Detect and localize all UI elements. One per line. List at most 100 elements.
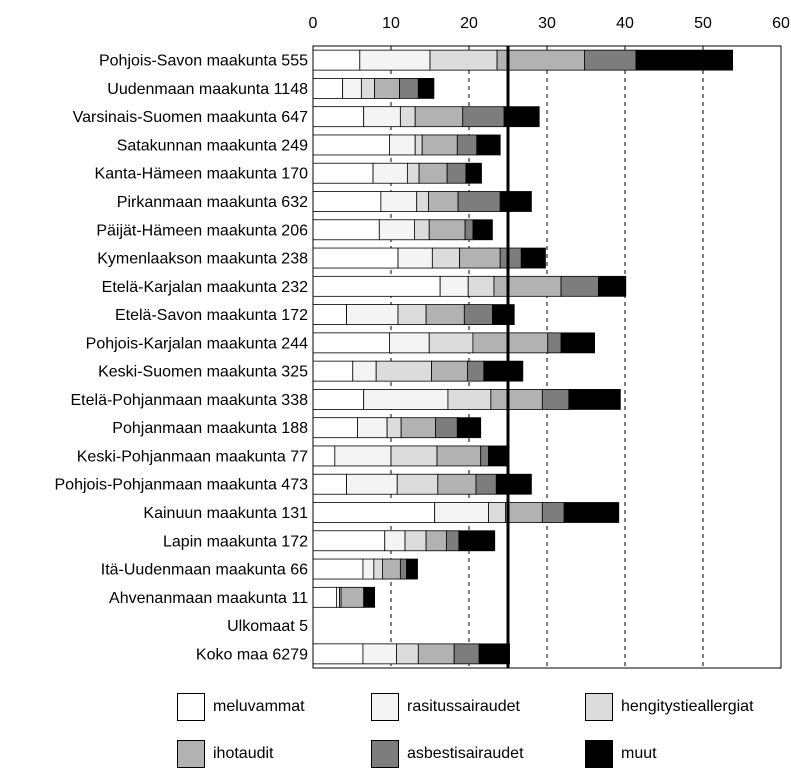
- bar-segment-ihotaudit: [428, 219, 466, 241]
- bar-segment-meluvammat: [312, 558, 364, 580]
- bar-segment-muut: [488, 445, 509, 467]
- x-tick-label: 40: [616, 15, 634, 32]
- bar-segment-ihotaudit: [374, 78, 400, 99]
- bar-segment-muut: [560, 332, 595, 354]
- category-label: Ulkomaat 5: [227, 618, 308, 635]
- bar-segment-hengitystieallergiat: [406, 162, 420, 184]
- bar-segment-meluvammat: [312, 78, 344, 99]
- bar-segment-meluvammat: [312, 445, 336, 467]
- bar-segment-asbestisairaudet: [499, 247, 522, 269]
- bar-segment-ihotaudit: [472, 332, 549, 354]
- bar-segment-muut: [476, 134, 501, 156]
- x-tick-label: 0: [309, 15, 318, 32]
- bar-segment-asbestisairaudet: [480, 445, 489, 467]
- bar-segment-hengitystieallergiat: [488, 502, 507, 523]
- bar-segment-asbestisairaudet: [456, 134, 478, 156]
- bar-segment-muut: [363, 586, 376, 608]
- category-label: Koko maa 6279: [196, 646, 308, 663]
- category-label: Etelä-Pohjanmaan maakunta 338: [71, 392, 309, 409]
- y-axis-category-labels: Pohjois-Savon maakunta 555 Uudenmaan maak…: [55, 53, 309, 664]
- bar-segment-hengitystieallergiat: [467, 275, 495, 297]
- bar-segment-rasitussairaudet: [346, 473, 398, 495]
- category-label: Pirkanmaan maakunta 632: [117, 194, 308, 211]
- category-label: Kainuun maakunta 131: [143, 505, 308, 522]
- bars: [312, 49, 734, 665]
- bar-segment-rasitussairaudet: [380, 191, 418, 212]
- bar-segment-ihotaudit: [417, 643, 455, 665]
- bar-segment-ihotaudit: [382, 558, 401, 580]
- category-label: Keski-Suomen maakunta 325: [98, 364, 308, 381]
- bar-segment-asbestisairaudet: [464, 219, 474, 241]
- bar-segment-meluvammat: [312, 586, 337, 608]
- bar-segment-asbestisairaudet: [462, 106, 505, 128]
- bar-segment-muut: [472, 219, 493, 241]
- bar-segment-meluvammat: [312, 247, 399, 269]
- x-tick-label: 50: [694, 15, 712, 32]
- bar-segment-meluvammat: [312, 162, 374, 184]
- bar-segment-hengitystieallergiat: [396, 643, 419, 665]
- bar-segment-muut: [456, 417, 482, 439]
- bar-segment-asbestisairaudet: [435, 417, 458, 439]
- bar-segment-asbestisairaudet: [467, 360, 485, 382]
- bar-segment-ihotaudit: [414, 106, 464, 128]
- x-axis-tick-labels: 0 10 20 30 40 50 60: [309, 15, 790, 32]
- x-tick-label: 10: [382, 15, 400, 32]
- bar-segment-rasitussairaudet: [363, 389, 449, 410]
- bar-segment-rasitussairaudet: [389, 134, 416, 156]
- bar-segment-meluvammat: [312, 502, 436, 523]
- bar-segment-hengitystieallergiat: [428, 332, 474, 354]
- bar-segment-rasitussairaudet: [397, 247, 433, 269]
- bar-segment-meluvammat: [312, 219, 380, 241]
- bar-segment-ihotaudit: [421, 134, 458, 156]
- bar-segment-meluvammat: [312, 389, 365, 410]
- bar-segment-meluvammat: [312, 49, 361, 71]
- category-label: Kymenlaakson maakunta 238: [97, 251, 308, 268]
- bar-segment-ihotaudit: [459, 247, 501, 269]
- bar-segment-ihotaudit: [425, 530, 447, 552]
- bar-segment-hengitystieallergiat: [397, 304, 427, 325]
- bar-segment-hengitystieallergiat: [373, 558, 383, 580]
- bar-segment-rasitussairaudet: [439, 275, 469, 297]
- bar-segment-rasitussairaudet: [362, 558, 375, 580]
- bar-segment-muut: [458, 530, 496, 552]
- category-label: Satakunnan maakunta 249: [117, 137, 308, 154]
- category-label: Päijät-Hämeen maakunta 206: [96, 222, 308, 239]
- bar-segment-hengitystieallergiat: [404, 530, 427, 552]
- category-label: Pohjois-Savon maakunta 555: [99, 53, 308, 70]
- category-label: Lapin maakunta 172: [163, 533, 308, 550]
- bar-segment-ihotaudit: [425, 304, 465, 325]
- bar-segment-meluvammat: [312, 530, 386, 552]
- category-label: Uudenmaan maakunta 1148: [107, 81, 308, 98]
- category-label: Keski-Pohjanmaan maakunta 77: [77, 448, 308, 465]
- bar-segment-meluvammat: [312, 304, 347, 325]
- bar-segment-ihotaudit: [340, 586, 365, 608]
- bar-segment-hengitystieallergiat: [414, 134, 423, 156]
- bar-segment-ihotaudit: [418, 162, 448, 184]
- bar-segment-ihotaudit: [496, 49, 585, 71]
- bar-segment-asbestisairaudet: [541, 502, 565, 523]
- bar-segment-meluvammat: [312, 134, 390, 156]
- category-label: Varsinais-Suomen maakunta 647: [73, 109, 308, 126]
- bar-segment-muut: [465, 162, 482, 184]
- bar-segment-meluvammat: [312, 417, 358, 439]
- bar-segment-hengitystieallergiat: [416, 191, 429, 212]
- bar-segment-asbestisairaudet: [457, 191, 501, 212]
- bar-segment-rasitussairaudet: [362, 643, 397, 665]
- bar-segment-ihotaudit: [428, 191, 459, 212]
- category-label: Ahvenanmaan maakunta 11: [109, 590, 308, 607]
- bar-segment-asbestisairaudet: [399, 558, 407, 580]
- bar-segment-rasitussairaudet: [357, 417, 388, 439]
- bar-segment-muut: [520, 247, 546, 269]
- category-label: Pohjanmaan maakunta 188: [112, 420, 308, 437]
- bar-segment-asbestisairaudet: [445, 530, 460, 552]
- bar-segment-ihotaudit: [490, 389, 543, 410]
- bar-segment-asbestisairaudet: [446, 162, 467, 184]
- bar-segment-rasitussairaudet: [363, 106, 401, 128]
- bar-segment-hengitystieallergiat: [399, 106, 416, 128]
- bar-segment-asbestisairaudet: [475, 473, 497, 495]
- bar-segment-rasitussairaudet: [334, 445, 392, 467]
- bar-segment-ihotaudit: [400, 417, 436, 439]
- bar-segment-rasitussairaudet: [389, 332, 430, 354]
- x-tick-label: 30: [538, 15, 556, 32]
